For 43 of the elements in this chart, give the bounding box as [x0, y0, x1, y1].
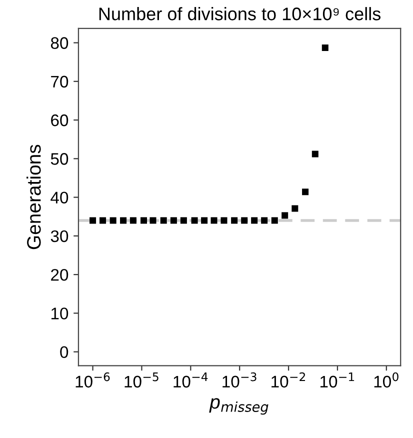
point: [271, 217, 278, 224]
point: [322, 44, 328, 52]
y-tick-label: 0: [60, 346, 68, 358]
y-axis-title: Generations: [26, 144, 41, 250]
x-tick-label: 10$^{−6}$: [76, 372, 110, 388]
point: [120, 217, 127, 224]
point: [100, 217, 106, 224]
point: [292, 205, 298, 212]
point: [201, 217, 208, 224]
point: [231, 217, 238, 224]
y-tick-label: 20: [51, 268, 68, 281]
y-tick-label: 50: [50, 153, 68, 165]
x-tick-label: 10$^{−1}$: [320, 372, 354, 388]
chart-title: Number of divisions to 10×10⁹ cells: [99, 7, 381, 20]
y-tick-label: 60: [51, 114, 68, 126]
point: [210, 217, 218, 224]
point: [180, 217, 187, 224]
point: [160, 217, 167, 224]
point: [170, 217, 177, 224]
point: [302, 188, 309, 196]
point: [90, 217, 96, 224]
y-tick-label: 80: [50, 37, 68, 49]
x-tick-label: 10$^{−2}$: [272, 372, 306, 388]
x-axis-title: p$_{misseg}$: [209, 398, 268, 415]
point: [312, 150, 318, 158]
point: [251, 217, 258, 224]
y-tick-label: 40: [50, 192, 68, 204]
x-tick-label: 10$^{0}$: [374, 372, 398, 388]
point: [110, 217, 116, 224]
y-tick-label: 30: [50, 230, 68, 242]
x-tick-label: 10$^{−5}$: [124, 372, 158, 388]
x-tick-label: 10$^{−3}$: [222, 372, 256, 388]
point: [261, 217, 268, 224]
y-tick-label: 10: [51, 308, 68, 320]
point: [241, 217, 248, 224]
point: [140, 217, 148, 224]
y-tick-label: 70: [51, 76, 68, 88]
point: [150, 217, 156, 224]
point: [191, 217, 198, 224]
point: [130, 217, 136, 224]
point: [220, 217, 228, 224]
x-tick-label: 10$^{−4}$: [174, 372, 208, 388]
point: [282, 212, 288, 219]
